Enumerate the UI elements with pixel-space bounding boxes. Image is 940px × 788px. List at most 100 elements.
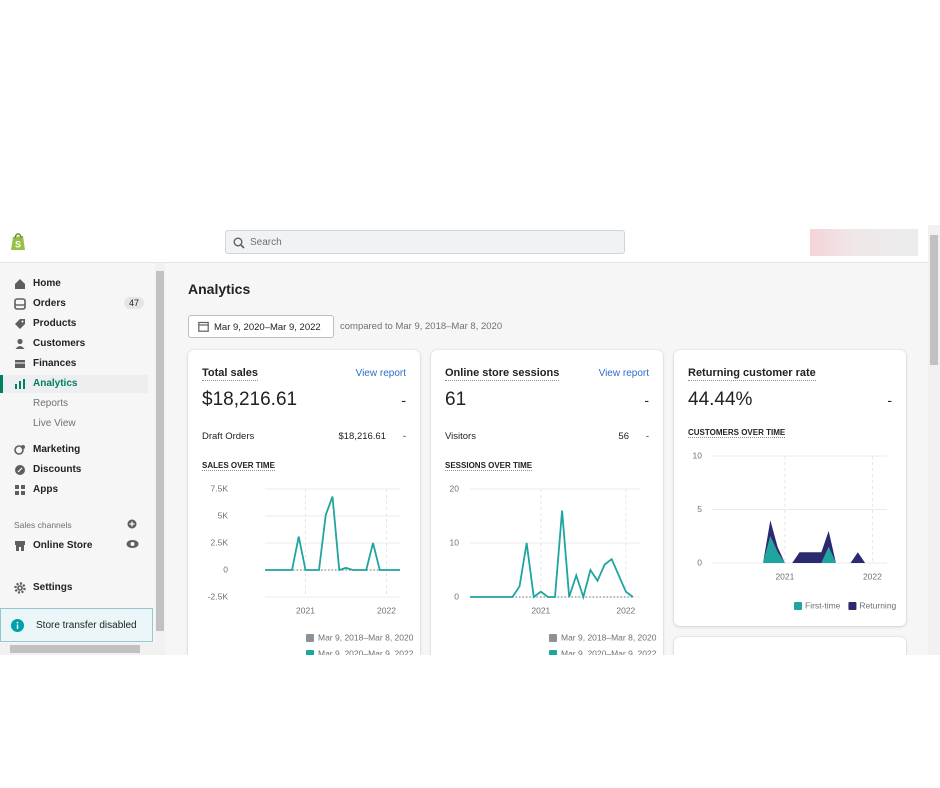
x-tick-label: 2021 [775, 571, 794, 581]
view-report-link[interactable]: View report [598, 368, 649, 379]
legend-swatch [848, 602, 857, 610]
sessions-card: Online store sessions View report 61 - V… [431, 350, 663, 655]
nav-subitem[interactable]: Live View [33, 418, 76, 429]
nav-online-store[interactable]: Online Store [0, 537, 148, 555]
nav-finances[interactable]: Finances [0, 355, 148, 373]
row-label: Visitors [445, 431, 476, 442]
page-scroll-thumb[interactable] [930, 235, 938, 365]
order-count-badge: 47 [124, 297, 145, 309]
date-range-button[interactable]: Mar 9, 2020–Mar 9, 2022 [188, 315, 334, 338]
icon [14, 445, 25, 455]
series-area [763, 520, 866, 563]
nav-marketing[interactable]: Marketing [0, 441, 148, 459]
icon [15, 319, 25, 329]
nav-discounts[interactable]: Discounts [0, 461, 148, 479]
legend-label: Returning [859, 600, 896, 610]
icon [14, 298, 26, 310]
returning-rate-card: Returning customer rate 44.44% - CUSTOME… [674, 350, 906, 626]
horizontal-scroll-thumb[interactable] [10, 645, 140, 653]
legend-swatch [306, 634, 314, 642]
nav-analytics[interactable]: Analytics [0, 375, 148, 393]
nav-apps[interactable]: Apps [0, 481, 148, 499]
legend-label: Mar 9, 2020–Mar 9, 2022 [318, 648, 414, 655]
legend-label: First-time [805, 600, 841, 610]
legend-label: Mar 9, 2018–Mar 8, 2020 [561, 632, 657, 642]
row-label: Draft Orders [202, 431, 255, 442]
icon [15, 360, 25, 368]
nav-label: Online Store [33, 540, 93, 551]
chart-label: SALES OVER TIME [202, 461, 275, 471]
y-tick-label: 2.5K [211, 537, 229, 547]
section-heading: Sales channels [14, 520, 72, 530]
legend-swatch [794, 602, 802, 610]
nav-orders[interactable]: Orders 47 [0, 295, 148, 313]
legend-label: Mar 9, 2018–Mar 8, 2020 [318, 632, 414, 642]
nav-label: Products [33, 318, 77, 329]
nav-subitem[interactable]: Reports [33, 398, 69, 409]
admin-window: S Search Home Orders 47 Products Customer… [0, 225, 940, 655]
nav-home[interactable]: Home [0, 275, 148, 293]
chart: 20 10 0 2021 2022 Mar 9, 2018–Mar 8, 2020 Mar … [450, 483, 657, 655]
nav-settings[interactable]: Settings [0, 579, 148, 597]
next-card [674, 637, 906, 655]
metric-value: $18,216.61 [202, 389, 298, 410]
nav-label: Apps [33, 484, 58, 495]
chart-label: SESSIONS OVER TIME [445, 461, 533, 471]
metric-change: - [887, 392, 892, 408]
search-box[interactable]: Search [225, 230, 625, 254]
row-value: $18,216.61 [338, 431, 386, 442]
x-tick-label: 2021 [296, 605, 315, 615]
series-area [763, 536, 866, 563]
icon [15, 541, 25, 551]
sidebar [0, 263, 155, 643]
icon [15, 379, 25, 389]
series-line [470, 510, 634, 601]
y-tick-label: 7.5K [211, 483, 229, 493]
icon [15, 485, 25, 495]
search-icon [233, 237, 245, 249]
info-icon [11, 619, 24, 632]
x-tick-label: 2022 [616, 605, 635, 615]
card-title: Total sales [202, 367, 259, 381]
nav-label: Finances [33, 358, 77, 369]
nav-products[interactable]: Products [0, 315, 148, 333]
total-sales-card: Total sales View report $18,216.61 - Dra… [188, 350, 420, 655]
y-tick-label: 20 [450, 483, 460, 493]
y-tick-label: 5 [697, 504, 702, 514]
date-range: Mar 9, 2020–Mar 9, 2022 [214, 322, 321, 333]
page-title: Analytics [188, 281, 251, 297]
store-transfer-notice: Store transfer disabled [0, 608, 153, 642]
legend-label: Mar 9, 2020–Mar 9, 2022 [561, 648, 657, 655]
add-channel-button[interactable] [127, 519, 137, 529]
chart-label: CUSTOMERS OVER TIME [688, 428, 786, 438]
nav-label: Discounts [33, 464, 82, 475]
nav-label: Settings [33, 582, 73, 593]
x-tick-label: 2022 [377, 605, 396, 615]
chart: 7.5K 5K 2.5K 0 -2.5K 2021 2022 Mar 9, 2018–Mar … [208, 483, 414, 655]
nav-label: Analytics [33, 378, 78, 389]
x-tick-label: 2022 [863, 571, 882, 581]
sidebar-scroll-thumb[interactable] [156, 271, 164, 631]
view-report-link[interactable]: View report [355, 368, 406, 379]
icon [15, 279, 25, 289]
calendar-icon [198, 321, 209, 332]
y-tick-label: 0 [697, 557, 702, 567]
icon [14, 582, 26, 594]
nav-customers[interactable]: Customers [0, 335, 148, 353]
y-tick-label: 0 [454, 591, 459, 601]
y-tick-label: 10 [450, 537, 460, 547]
view-store-button[interactable] [126, 539, 139, 549]
metric-value: 44.44% [688, 389, 753, 410]
row-value: 56 [618, 431, 629, 442]
y-tick-label: -2.5K [208, 591, 229, 601]
nav-label: Orders [33, 298, 66, 309]
account-menu[interactable] [810, 229, 918, 256]
row-change: - [645, 431, 649, 442]
search-placeholder: Search [250, 237, 282, 248]
svg-text:S: S [15, 239, 21, 249]
x-tick-label: 2021 [531, 605, 550, 615]
y-tick-label: 0 [223, 564, 228, 574]
logo: S [11, 233, 25, 250]
row-change: - [402, 431, 406, 442]
